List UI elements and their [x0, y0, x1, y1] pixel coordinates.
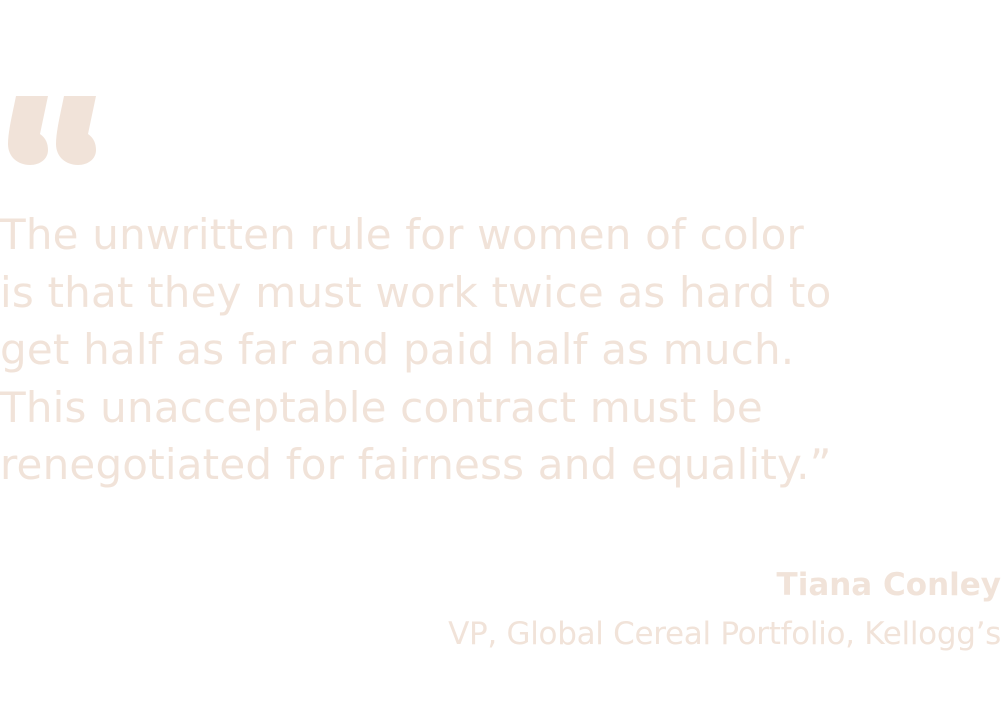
author-name: Tiana Conley: [776, 567, 1001, 603]
author-title: VP, Global Cereal Portfolio, Kellogg’s: [448, 616, 1001, 652]
quote-line: renegotiated for fairness and equality.”: [0, 440, 832, 489]
open-quote-icon: [8, 96, 96, 165]
quote-text: The unwritten rule for women of color is…: [0, 206, 1001, 494]
quote-line: get half as far and paid half as much.: [0, 325, 795, 374]
quote-line: This unacceptable contract must be: [0, 382, 763, 432]
quote-line: The unwritten rule for women of color: [0, 210, 805, 259]
quote-line: is that they must work twice as hard to: [0, 267, 832, 317]
attribution: Tiana Conley VP, Global Cereal Portfolio…: [448, 562, 1001, 660]
